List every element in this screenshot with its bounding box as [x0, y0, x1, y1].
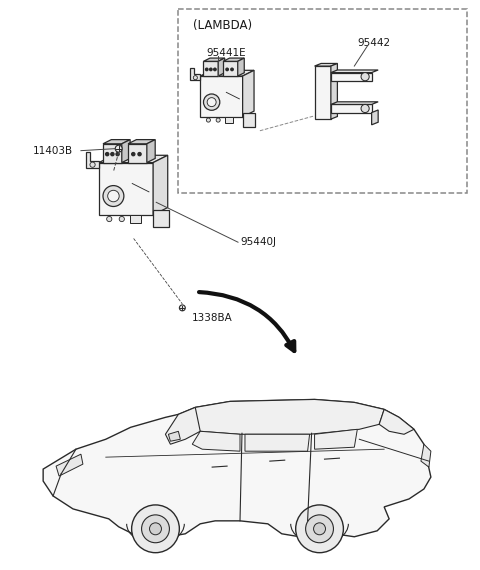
- Text: 95442: 95442: [357, 38, 390, 48]
- Circle shape: [115, 145, 122, 152]
- Bar: [225, 117, 233, 123]
- Circle shape: [180, 305, 185, 311]
- Text: 11403B: 11403B: [33, 146, 73, 156]
- Polygon shape: [245, 434, 310, 451]
- Circle shape: [226, 118, 230, 122]
- Circle shape: [119, 217, 124, 222]
- Polygon shape: [314, 63, 337, 66]
- Circle shape: [226, 68, 228, 71]
- Circle shape: [206, 118, 210, 122]
- Circle shape: [103, 186, 124, 206]
- Circle shape: [132, 153, 135, 156]
- Polygon shape: [56, 454, 83, 476]
- Polygon shape: [86, 152, 99, 168]
- Circle shape: [361, 72, 369, 81]
- Bar: [223, 62, 238, 76]
- Polygon shape: [204, 58, 225, 62]
- Circle shape: [204, 94, 220, 111]
- Text: 95441E: 95441E: [206, 48, 246, 58]
- Circle shape: [361, 104, 369, 113]
- Bar: [331, 72, 372, 81]
- Polygon shape: [331, 70, 378, 72]
- Circle shape: [216, 118, 220, 122]
- Circle shape: [132, 217, 137, 222]
- Circle shape: [193, 76, 197, 80]
- Polygon shape: [99, 155, 168, 162]
- Polygon shape: [43, 400, 431, 537]
- Bar: [130, 215, 141, 223]
- Polygon shape: [168, 431, 180, 441]
- Bar: [179, 9, 467, 193]
- Bar: [103, 144, 122, 162]
- Circle shape: [107, 217, 112, 222]
- Circle shape: [313, 523, 325, 535]
- Bar: [200, 76, 242, 117]
- Polygon shape: [331, 63, 337, 119]
- Bar: [99, 162, 153, 215]
- Circle shape: [306, 515, 334, 543]
- Polygon shape: [103, 140, 130, 144]
- Polygon shape: [153, 155, 168, 215]
- Circle shape: [132, 505, 180, 553]
- Circle shape: [214, 68, 216, 71]
- Bar: [204, 62, 218, 76]
- Circle shape: [116, 153, 119, 156]
- Circle shape: [150, 523, 161, 535]
- Circle shape: [210, 68, 212, 71]
- Polygon shape: [379, 409, 414, 434]
- Text: (LAMBDA): (LAMBDA): [193, 19, 252, 32]
- Polygon shape: [218, 58, 225, 76]
- Polygon shape: [331, 102, 378, 104]
- Circle shape: [90, 162, 95, 168]
- Polygon shape: [128, 140, 155, 144]
- Circle shape: [111, 153, 114, 156]
- Bar: [128, 144, 147, 162]
- Polygon shape: [314, 429, 357, 449]
- Circle shape: [106, 153, 109, 156]
- Polygon shape: [180, 400, 384, 434]
- Circle shape: [205, 68, 208, 71]
- Text: 95440J: 95440J: [240, 237, 276, 247]
- Bar: [314, 66, 331, 119]
- Polygon shape: [153, 210, 169, 227]
- Polygon shape: [147, 140, 155, 162]
- Circle shape: [231, 68, 233, 71]
- Bar: [331, 104, 372, 113]
- Circle shape: [142, 515, 169, 543]
- Polygon shape: [238, 58, 244, 76]
- Polygon shape: [421, 444, 431, 467]
- Polygon shape: [242, 70, 254, 117]
- Text: 1338BA: 1338BA: [192, 313, 233, 323]
- Circle shape: [138, 153, 141, 156]
- Polygon shape: [372, 110, 378, 125]
- Polygon shape: [200, 70, 254, 76]
- Polygon shape: [242, 113, 255, 127]
- Polygon shape: [223, 58, 244, 62]
- Circle shape: [296, 505, 343, 553]
- Polygon shape: [192, 431, 240, 451]
- Circle shape: [108, 190, 119, 202]
- Polygon shape: [122, 140, 130, 162]
- Polygon shape: [191, 68, 200, 80]
- Polygon shape: [166, 408, 200, 444]
- Circle shape: [207, 97, 216, 107]
